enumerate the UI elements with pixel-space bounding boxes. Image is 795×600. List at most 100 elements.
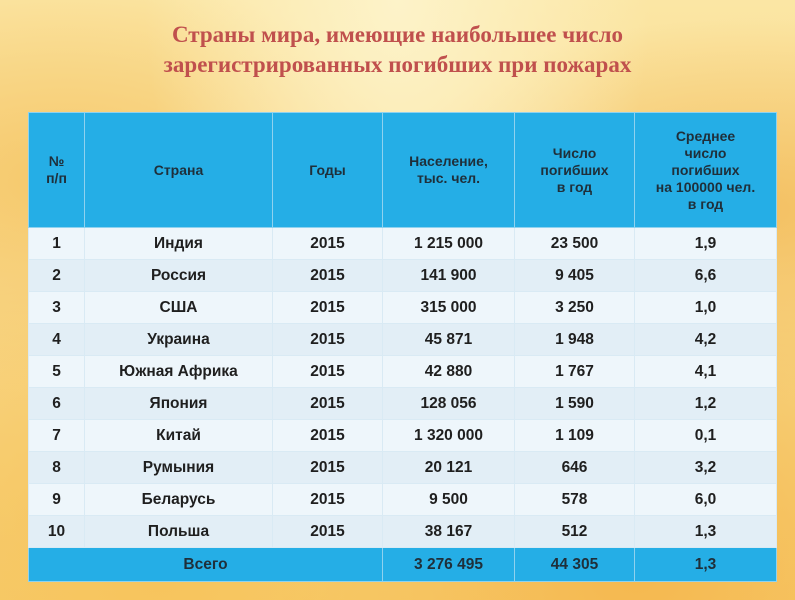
cell-country: Южная Африка — [84, 355, 273, 388]
cell-year: 2015 — [272, 259, 383, 292]
header-line: в год — [687, 195, 724, 212]
header-line: Число — [552, 144, 597, 161]
cell-average: 1,3 — [634, 515, 777, 548]
cell-number: 5 — [28, 355, 85, 388]
cell-country: Беларусь — [84, 483, 273, 516]
table-row: 8 Румыния 2015 20 121 646 3,2 — [28, 451, 777, 484]
cell-deaths: 1 767 — [514, 355, 635, 388]
table-row: 5 Южная Африка 2015 42 880 1 767 4,1 — [28, 355, 777, 388]
header-line: погибших — [540, 161, 609, 178]
table-row: 7 Китай 2015 1 320 000 1 109 0,1 — [28, 419, 777, 452]
header-row: № п/п Страна Годы Население, тыс. чел. Число по… — [28, 112, 777, 228]
cell-population: 20 121 — [382, 451, 515, 484]
title-line-2: зарегистрированных погибших при пожарах — [163, 52, 632, 77]
cell-year: 2015 — [272, 323, 383, 356]
total-deaths: 44 305 — [514, 547, 635, 582]
cell-number: 1 — [28, 227, 85, 260]
page-title: Страны мира, имеющие наибольшее число за… — [0, 20, 795, 80]
cell-number: 2 — [28, 259, 85, 292]
cell-number: 6 — [28, 387, 85, 420]
cell-population: 45 871 — [382, 323, 515, 356]
cell-country: Япония — [84, 387, 273, 420]
cell-deaths: 578 — [514, 483, 635, 516]
cell-country: США — [84, 291, 273, 324]
cell-population: 141 900 — [382, 259, 515, 292]
cell-year: 2015 — [272, 451, 383, 484]
cell-year: 2015 — [272, 387, 383, 420]
total-row: Всего 3 276 495 44 305 1,3 — [28, 547, 777, 582]
total-label: Всего — [28, 547, 383, 582]
cell-average: 6,6 — [634, 259, 777, 292]
total-average: 1,3 — [634, 547, 777, 582]
cell-country: Польша — [84, 515, 273, 548]
table-header: № п/п Страна Годы Население, тыс. чел. Число по… — [28, 112, 777, 228]
header-deaths: Число погибших в год — [514, 112, 635, 228]
cell-country: Украина — [84, 323, 273, 356]
header-average: Среднее число погибших на 100000 чел. в год — [634, 112, 777, 228]
table-row: 2 Россия 2015 141 900 9 405 6,6 — [28, 259, 777, 292]
cell-year: 2015 — [272, 355, 383, 388]
header-years: Годы — [272, 112, 383, 228]
cell-deaths: 9 405 — [514, 259, 635, 292]
cell-number: 9 — [28, 483, 85, 516]
cell-average: 1,0 — [634, 291, 777, 324]
cell-deaths: 1 948 — [514, 323, 635, 356]
table-row: 9 Беларусь 2015 9 500 578 6,0 — [28, 483, 777, 516]
cell-average: 3,2 — [634, 451, 777, 484]
header-line: Годы — [309, 161, 346, 178]
cell-average: 1,9 — [634, 227, 777, 260]
cell-deaths: 646 — [514, 451, 635, 484]
cell-average: 1,2 — [634, 387, 777, 420]
cell-number: 8 — [28, 451, 85, 484]
cell-average: 4,1 — [634, 355, 777, 388]
cell-population: 1 215 000 — [382, 227, 515, 260]
cell-average: 4,2 — [634, 323, 777, 356]
cell-year: 2015 — [272, 227, 383, 260]
cell-country: Румыния — [84, 451, 273, 484]
cell-year: 2015 — [272, 483, 383, 516]
cell-country: Китай — [84, 419, 273, 452]
header-line: погибших — [671, 161, 740, 178]
header-line: № — [48, 153, 65, 169]
cell-number: 10 — [28, 515, 85, 548]
cell-number: 4 — [28, 323, 85, 356]
header-country: Страна — [84, 112, 273, 228]
cell-number: 7 — [28, 419, 85, 452]
cell-deaths: 23 500 — [514, 227, 635, 260]
cell-year: 2015 — [272, 291, 383, 324]
cell-population: 315 000 — [382, 291, 515, 324]
cell-deaths: 512 — [514, 515, 635, 548]
cell-average: 6,0 — [634, 483, 777, 516]
table-body: 1 Индия 2015 1 215 000 23 500 1,9 2 Россия 2015 1… — [28, 227, 777, 548]
header-population: Население, тыс. чел. — [382, 112, 515, 228]
table-row: 4 Украина 2015 45 871 1 948 4,2 — [28, 323, 777, 356]
header-line: Страна — [153, 161, 204, 178]
cell-population: 9 500 — [382, 483, 515, 516]
cell-population: 1 320 000 — [382, 419, 515, 452]
cell-country: Индия — [84, 227, 273, 260]
header-line: п/п — [46, 170, 67, 186]
cell-population: 128 056 — [382, 387, 515, 420]
title-line-1: Страны мира, имеющие наибольшее число — [171, 22, 624, 47]
cell-deaths: 3 250 — [514, 291, 635, 324]
cell-number: 3 — [28, 291, 85, 324]
header-line: Население, — [409, 153, 488, 169]
table-footer: Всего 3 276 495 44 305 1,3 — [28, 547, 777, 582]
cell-population: 38 167 — [382, 515, 515, 548]
table-row: 10 Польша 2015 38 167 512 1,3 — [28, 515, 777, 548]
cell-year: 2015 — [272, 419, 383, 452]
table-row: 1 Индия 2015 1 215 000 23 500 1,9 — [28, 227, 777, 260]
fire-deaths-table: № п/п Страна Годы Население, тыс. чел. Число по… — [28, 112, 777, 582]
header-number: № п/п — [28, 112, 85, 228]
cell-average: 0,1 — [634, 419, 777, 452]
header-line: тыс. чел. — [416, 170, 481, 186]
cell-country: Россия — [84, 259, 273, 292]
total-population: 3 276 495 — [382, 547, 515, 582]
header-line: на 100000 чел. — [655, 178, 756, 195]
cell-deaths: 1 590 — [514, 387, 635, 420]
cell-year: 2015 — [272, 515, 383, 548]
table-row: 6 Япония 2015 128 056 1 590 1,2 — [28, 387, 777, 420]
header-line: Среднее — [675, 127, 736, 144]
header-line: число — [684, 144, 727, 161]
header-line: в год — [556, 178, 593, 195]
